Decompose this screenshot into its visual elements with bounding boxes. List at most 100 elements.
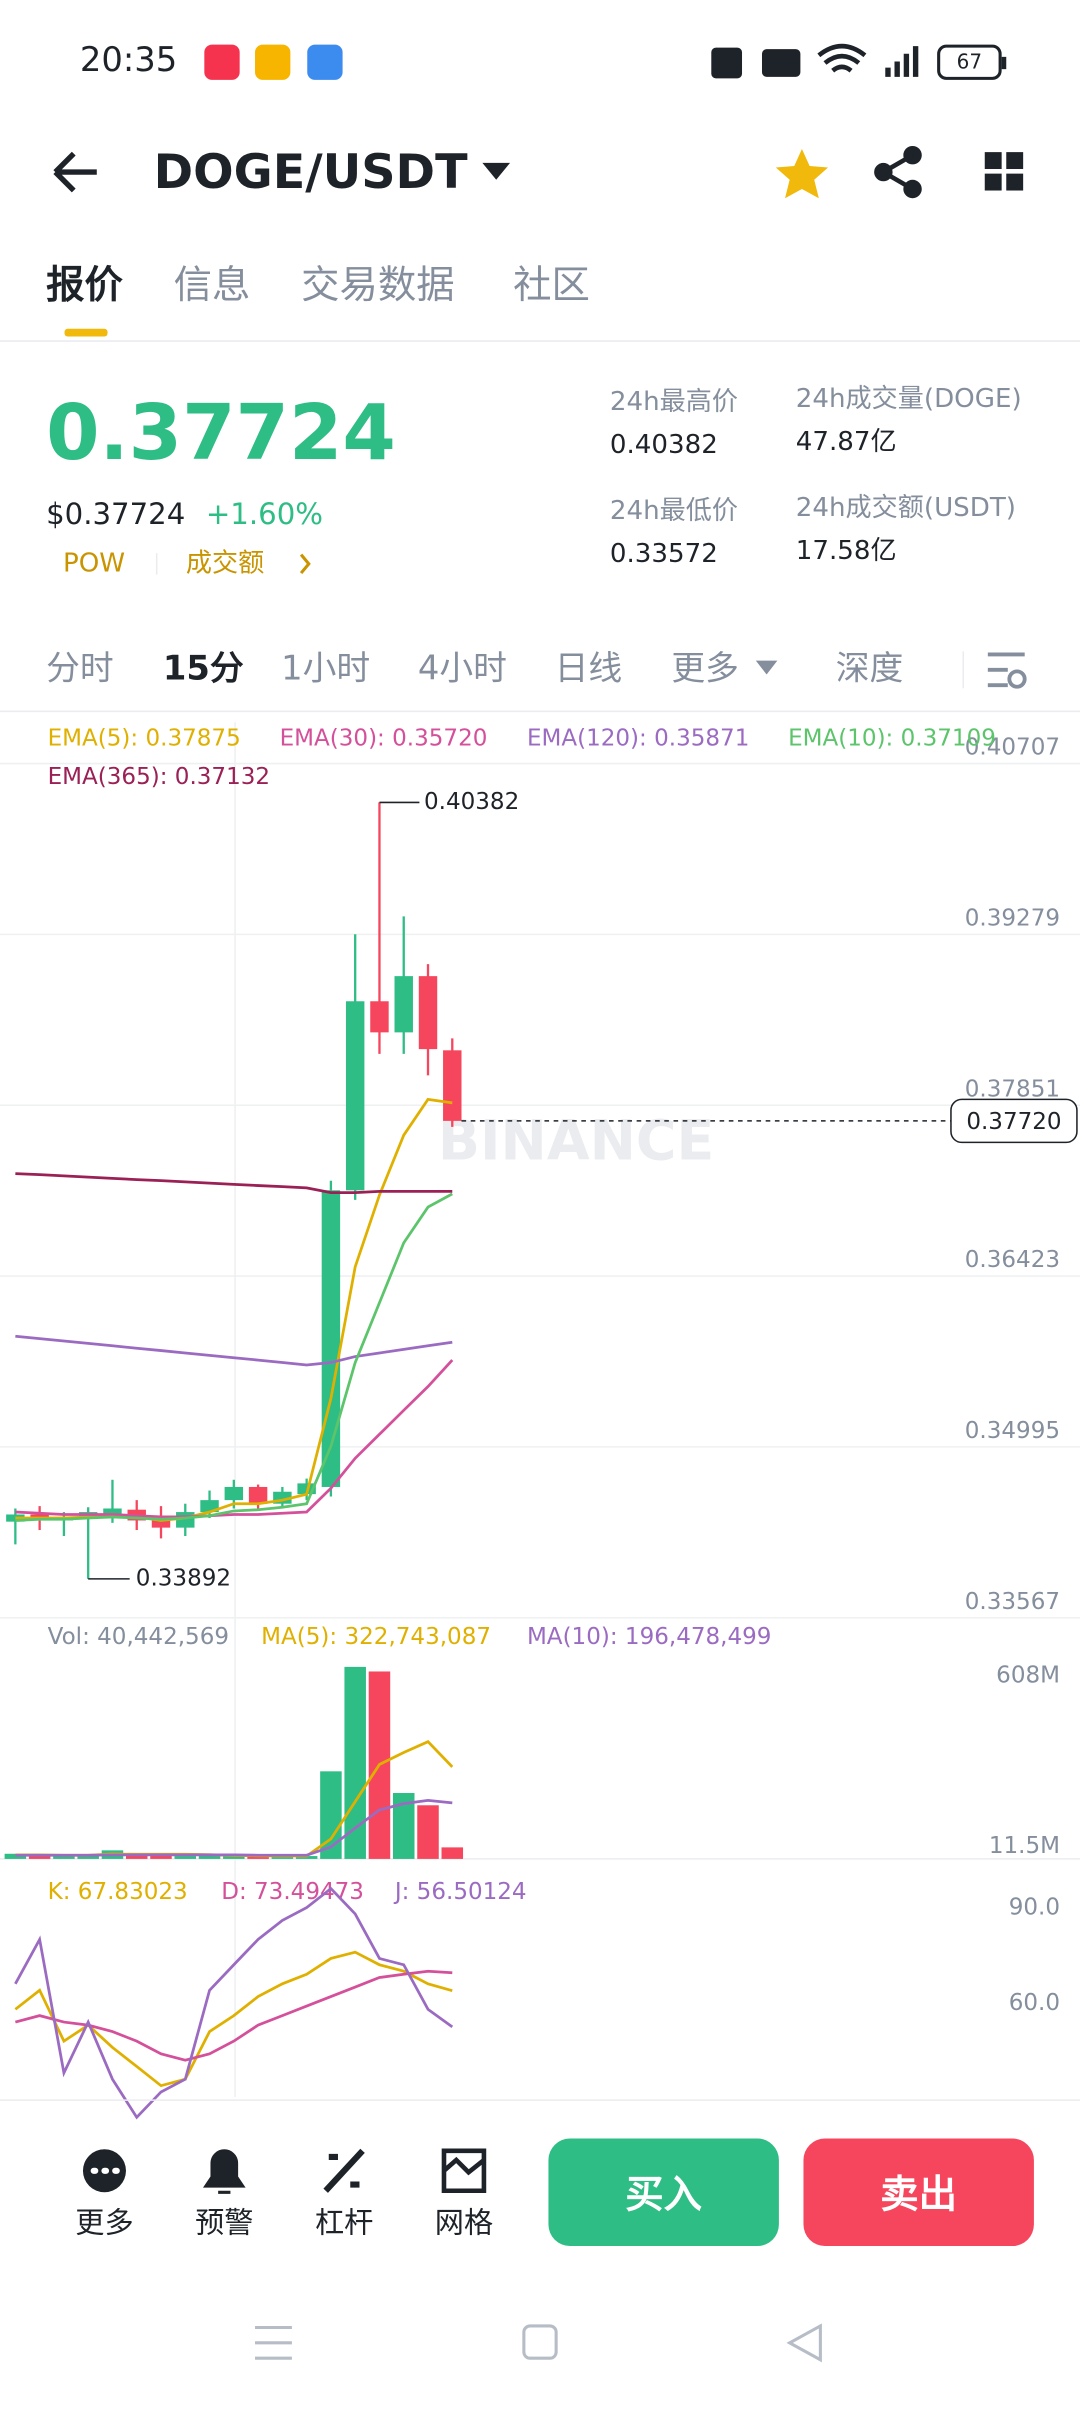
tag[interactable]: POW [63, 548, 125, 578]
volume-bar [344, 1666, 366, 1859]
legend-entry: EMA(5): 0.37875 [48, 725, 241, 751]
volume-bar [320, 1771, 342, 1859]
grid-icon[interactable] [441, 2148, 487, 2194]
y-tick-label: 0.39279 [965, 906, 1060, 932]
pair-dropdown[interactable] [482, 162, 511, 180]
volume-bar [441, 1847, 464, 1859]
interval[interactable]: 1小时 [281, 648, 370, 687]
action-label[interactable]: 杠杆 [315, 2206, 373, 2240]
tab-indicator [64, 328, 108, 337]
app-icon [255, 44, 291, 80]
volume-bar [392, 1793, 415, 1859]
leverage-icon[interactable] [323, 2148, 365, 2193]
nav-back[interactable] [786, 2323, 822, 2363]
interval[interactable]: 4小时 [418, 648, 507, 687]
chart-settings[interactable] [987, 652, 1027, 689]
chart-area[interactable]: 0.40707 0.39279 0.37851 0.36423 0.34995 0.335… [0, 722, 1080, 2120]
stat-value: 47.87亿 [796, 427, 897, 457]
tab[interactable]: 报价 [46, 263, 123, 308]
hd-icon [761, 49, 801, 77]
indicator-line [15, 1359, 454, 1519]
volume-bar [53, 1856, 75, 1859]
legend-entry: EMA(365): 0.37132 [48, 764, 270, 790]
legend-entry: D: 73.49473 [221, 1879, 364, 1905]
y-tick-label: 0.33567 [965, 1589, 1060, 1615]
volume-bar [125, 1854, 148, 1859]
y-tick-label: 0.37851 [965, 1076, 1060, 1102]
nfc-icon [711, 47, 743, 79]
interval[interactable]: 15分 [163, 648, 244, 687]
indicator-line [15, 1172, 453, 1195]
indicator-line [15, 1097, 453, 1522]
tab[interactable]: 交易数据 [301, 263, 455, 308]
stat-value: 0.40382 [610, 430, 718, 460]
last-price-box [950, 1098, 1078, 1144]
action-label[interactable]: 预警 [195, 2206, 253, 2240]
action-label[interactable]: 更多 [75, 2206, 133, 2240]
y-tick-label: 60.0 [1009, 1990, 1060, 2016]
price-change: +1.60% [206, 497, 323, 531]
candle-body [151, 1518, 171, 1528]
pair-title[interactable]: DOGE/USDT [154, 145, 468, 200]
candle-body [200, 1500, 219, 1513]
share-button[interactable] [874, 145, 922, 199]
nav-menu[interactable] [255, 2325, 292, 2360]
battery [937, 44, 1002, 80]
chevron [299, 553, 311, 575]
y-tick-label: 608M [996, 1663, 1060, 1689]
grid-menu[interactable] [984, 152, 1024, 191]
candle-body [273, 1491, 292, 1504]
candle-body [370, 1001, 389, 1033]
sell-label[interactable]: 卖出 [880, 2172, 957, 2217]
legend-entry: EMA(10): 0.37109 [788, 725, 996, 751]
candle-body [394, 976, 413, 1033]
indicator-line [15, 1334, 453, 1367]
stat-label: 24h成交量(DOGE) [796, 384, 1022, 414]
candle-body [443, 1050, 462, 1121]
volume-bar [295, 1856, 318, 1859]
indicator-line [14, 1950, 453, 2088]
volume-bar [28, 1855, 51, 1859]
stat-label: 24h最高价 [610, 387, 738, 417]
stat-label: 24h最低价 [610, 496, 738, 526]
legend-entry: MA(5): 322,743,087 [261, 1624, 491, 1650]
price-usd: $0.37724 [46, 497, 185, 531]
wifi-icon [817, 43, 867, 73]
y-tick-label: 0.36423 [965, 1247, 1060, 1273]
candle-body [418, 976, 438, 1050]
candle-body [345, 1001, 365, 1191]
y-tick-label: 90.0 [1009, 1895, 1060, 1921]
more-dropdown[interactable] [755, 660, 778, 675]
volume-bar [223, 1855, 245, 1859]
alert-icon[interactable] [202, 2149, 246, 2194]
sell-button[interactable] [803, 2138, 1034, 2247]
battery-level: 67 [957, 50, 982, 74]
tab[interactable]: 信息 [174, 263, 251, 308]
buy-label[interactable]: 买入 [625, 2172, 702, 2217]
clock: 20:35 [80, 40, 177, 79]
watermark: BINANCE [438, 1110, 714, 1174]
nav-home[interactable] [522, 2324, 558, 2360]
legend-entry: K: 67.83023 [48, 1879, 188, 1905]
volume-link[interactable]: 成交额 [186, 548, 264, 578]
interval[interactable]: 深度 [836, 648, 904, 687]
interval[interactable]: 日线 [555, 648, 623, 687]
last-price-label: 0.37720 [966, 1109, 1061, 1135]
interval[interactable]: 更多 [671, 648, 739, 687]
buy-button[interactable] [548, 2138, 779, 2247]
signal-icon [885, 46, 919, 77]
stat-label: 24h成交额(USDT) [796, 493, 1016, 523]
favorite-star[interactable] [775, 149, 829, 199]
interval[interactable]: 分时 [46, 648, 114, 687]
legend-entry: Vol: 40,442,569 [48, 1624, 229, 1650]
action-label[interactable]: 网格 [435, 2206, 493, 2240]
volume-bar [77, 1854, 99, 1859]
candle-body [248, 1486, 268, 1504]
volume-bar [247, 1856, 269, 1859]
tab[interactable]: 社区 [513, 263, 590, 308]
back-button[interactable] [53, 151, 97, 193]
y-tick-label: 0.34995 [965, 1418, 1060, 1444]
legend-entry: EMA(120): 0.35871 [527, 725, 749, 751]
